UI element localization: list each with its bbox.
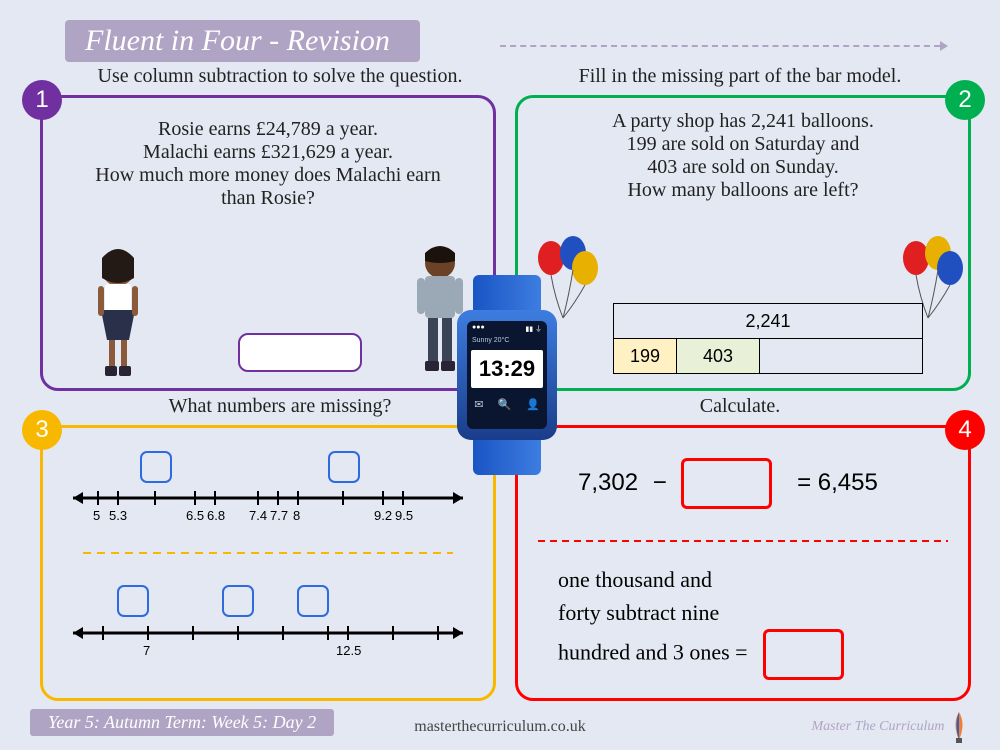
bar-model: 2,241 199 403	[613, 303, 923, 374]
bar-total: 2,241	[614, 304, 923, 339]
q4-words-2: forty subtract nine	[558, 596, 844, 629]
footer-brand: Master The Curriculum	[812, 710, 971, 744]
badge-2: 2	[945, 80, 985, 120]
badge-1: 1	[22, 80, 62, 120]
q2-line3: 403 are sold on Sunday.	[518, 156, 968, 179]
badge-4: 4	[945, 410, 985, 450]
logo-icon	[948, 710, 970, 744]
q4-lhs: 7,302	[578, 469, 638, 496]
svg-text:9.2: 9.2	[374, 508, 392, 523]
q1-instruction: Use column subtraction to solve the ques…	[80, 65, 480, 88]
bar-missing[interactable]	[760, 339, 923, 374]
panel-q3: 5 5.3 6.5 6.8 7.4 7.7 8 9.2 9.5 7 12.5	[40, 425, 496, 701]
q3-bot-missing-3[interactable]	[298, 586, 328, 616]
badge-3: 3	[22, 410, 62, 450]
page-title: Fluent in Four - Revision	[65, 20, 420, 62]
bar-part-2: 403	[677, 339, 760, 374]
q1-line1: Rosie earns £24,789 a year.	[43, 118, 493, 141]
q4-instruction: Calculate.	[540, 395, 940, 418]
q3-top-missing-2[interactable]	[329, 452, 359, 482]
minus-sign: −	[653, 469, 667, 496]
panel-q1: Rosie earns £24,789 a year. Malachi earn…	[40, 95, 496, 391]
q2-line4: How many balloons are left?	[518, 179, 968, 202]
q1-text: Rosie earns £24,789 a year. Malachi earn…	[43, 118, 493, 210]
q4-missing-box-1[interactable]	[681, 458, 772, 509]
q1-answer-box[interactable]	[238, 333, 362, 372]
q1-line3: How much more money does Malachi earn	[43, 164, 493, 187]
svg-text:9.5: 9.5	[395, 508, 413, 523]
footer-left: Year 5: Autumn Term: Week 5: Day 2	[30, 709, 334, 736]
panel-q4: 7,302 − = 6,455 one thousand and forty s…	[515, 425, 971, 701]
q4-words-3: hundred and 3 ones =	[558, 640, 748, 665]
q1-line4: than Rosie?	[43, 187, 493, 210]
svg-text:7.7: 7.7	[270, 508, 288, 523]
watch-weather: Sunny 20°C	[467, 337, 547, 344]
divider	[538, 538, 948, 544]
decorative-arrow	[500, 45, 940, 47]
q3-instruction: What numbers are missing?	[80, 395, 480, 418]
watch-time: 13:29	[471, 350, 543, 388]
svg-text:5.3: 5.3	[109, 508, 127, 523]
q2-instruction: Fill in the missing part of the bar mode…	[540, 65, 940, 88]
q3-top-missing-1[interactable]	[141, 452, 171, 482]
q2-line1: A party shop has 2,241 balloons.	[518, 110, 968, 133]
svg-text:8: 8	[293, 508, 300, 523]
mail-icon: ✉	[474, 398, 483, 411]
svg-text:6.5: 6.5	[186, 508, 204, 523]
panel-q2: A party shop has 2,241 balloons. 199 are…	[515, 95, 971, 391]
user-icon: 👤	[526, 398, 540, 411]
footer-url: masterthecurriculum.co.uk	[414, 718, 586, 736]
svg-text:12.5: 12.5	[336, 643, 361, 658]
smartwatch-illustration: ●●●▮▮ ⏚ Sunny 20°C 13:29 ✉🔍👤	[451, 275, 563, 475]
q2-text: A party shop has 2,241 balloons. 199 are…	[518, 110, 968, 202]
q3-bot-missing-2[interactable]	[223, 586, 253, 616]
svg-text:7: 7	[143, 643, 150, 658]
q4-missing-box-2[interactable]	[763, 629, 844, 680]
q4-equation: 7,302 − = 6,455	[578, 458, 878, 509]
svg-text:5: 5	[93, 508, 100, 523]
q3-bot-missing-1[interactable]	[118, 586, 148, 616]
girl-illustration	[83, 248, 153, 383]
bar-part-1: 199	[614, 339, 677, 374]
svg-text:7.4: 7.4	[249, 508, 267, 523]
search-icon: 🔍	[498, 398, 512, 411]
q2-line2: 199 are sold on Saturday and	[518, 133, 968, 156]
q4-words: one thousand and forty subtract nine hun…	[558, 563, 844, 680]
svg-text:6.8: 6.8	[207, 508, 225, 523]
q4-rhs: = 6,455	[797, 469, 878, 496]
q1-line2: Malachi earns £321,629 a year.	[43, 141, 493, 164]
number-lines: 5 5.3 6.5 6.8 7.4 7.7 8 9.2 9.5 7 12.5	[43, 428, 493, 698]
q4-words-1: one thousand and	[558, 563, 844, 596]
